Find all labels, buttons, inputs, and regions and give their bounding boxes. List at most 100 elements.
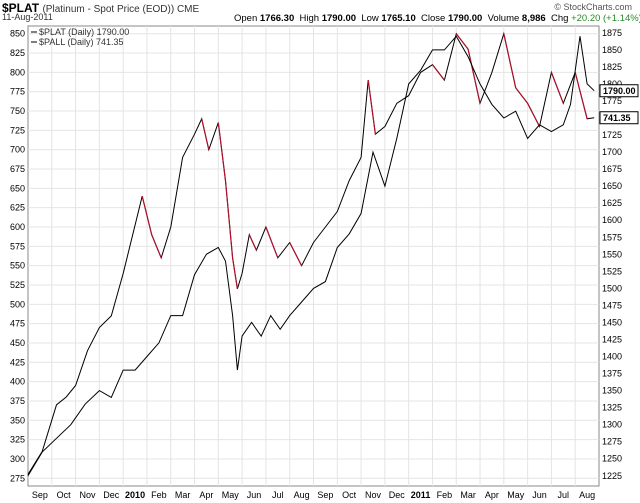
chg-value: +20.20 (+1.14%)	[571, 13, 640, 24]
x-tick-label: Jun	[247, 490, 262, 500]
series-down-segment	[151, 234, 162, 259]
left-tick-label: 500	[10, 299, 25, 309]
right-tick-label: 1800	[602, 79, 622, 89]
left-tick-label: 600	[10, 222, 25, 232]
right-tick-label: 1725	[602, 130, 622, 140]
series-down-segment	[248, 234, 257, 251]
left-tick-label: 825	[10, 48, 25, 58]
low-value: 1765.10	[381, 13, 416, 24]
right-tick-label: 1275	[602, 437, 622, 447]
open-value: 1766.30	[259, 13, 295, 24]
right-tick-label: 1550	[602, 249, 622, 259]
x-tick-label: 2011	[411, 490, 431, 500]
left-tick-label: 750	[10, 106, 25, 116]
left-tick-label: 450	[10, 338, 25, 348]
right-tick-label: 1625	[602, 198, 622, 208]
right-tick-label: 1650	[602, 181, 622, 191]
series-line-plat	[27, 35, 595, 477]
x-tick-label: Oct	[342, 490, 357, 500]
left-tick-label: 325	[10, 435, 25, 445]
x-tick-label: Jun	[532, 490, 547, 500]
series-down-segment	[224, 180, 234, 258]
quote-bar: Open 1766.30 High 1790.00 Low 1765.10 Cl…	[234, 13, 640, 24]
series-down-segment	[141, 195, 153, 235]
right-tick-label: 1500	[602, 283, 622, 293]
close-value: 1790.00	[447, 13, 483, 24]
x-tick-label: 2010	[125, 490, 145, 500]
x-tick-label: Jul	[272, 490, 284, 500]
x-tick-label: Apr	[199, 490, 213, 500]
chart-title: $PLAT (Platinum - Spot Price (EOD)) CME	[2, 1, 199, 15]
right-tick-label: 1875	[602, 28, 622, 38]
chart-date: 11-Aug-2011	[2, 12, 53, 22]
legend-entry: $PLAT (Daily) 1790.00	[39, 27, 129, 37]
right-tick-label: 1825	[602, 62, 622, 72]
right-tick-label: 1775	[602, 96, 622, 106]
series-down-segment	[217, 122, 227, 181]
right-tick-label: 1300	[602, 420, 622, 430]
legend-entry: $PALL (Daily) 741.35	[39, 37, 124, 47]
right-tick-label: 1475	[602, 300, 622, 310]
series-down-segment	[503, 33, 517, 88]
left-tick-label: 725	[10, 125, 25, 135]
left-tick-label: 375	[10, 396, 25, 406]
x-tick-label: May	[507, 490, 525, 500]
left-tick-label: 475	[10, 319, 25, 329]
x-tick-label: Feb	[437, 490, 453, 500]
low-label: Low	[361, 13, 379, 24]
series-down-segment	[574, 72, 588, 119]
left-tick-label: 400	[10, 377, 25, 387]
series-down-segment	[232, 257, 238, 289]
high-label: High	[299, 13, 320, 24]
left-tick-label: 350	[10, 415, 25, 425]
symbol-label: $PLAT	[2, 1, 40, 15]
left-tick-label: 425	[10, 357, 25, 367]
left-tick-label: 800	[10, 67, 25, 77]
last-value-badges: 1790.00 741.35	[599, 84, 639, 125]
left-tick-label: 575	[10, 241, 25, 251]
grid	[28, 26, 599, 486]
x-tick-label: Sep	[317, 490, 333, 500]
right-tick-label: 1850	[602, 45, 622, 55]
x-tick-label: Apr	[485, 490, 499, 500]
series-down-segment	[265, 226, 279, 259]
x-tick-label: Aug	[579, 490, 595, 500]
right-tick-label: 1375	[602, 369, 622, 379]
left-axis-ticks: 275 300 325 350 375 400 425 450 475 500 525 550 575 6…	[10, 29, 25, 484]
right-tick-label: 1350	[602, 386, 622, 396]
series-down-segment	[550, 72, 564, 104]
right-tick-label: 1225	[602, 471, 622, 481]
right-tick-label: 1525	[602, 266, 622, 276]
x-tick-label: Feb	[151, 490, 167, 500]
volume-label: Volume	[487, 13, 520, 24]
x-tick-label: Oct	[57, 490, 72, 500]
open-label: Open	[234, 13, 258, 24]
right-tick-label: 1400	[602, 352, 622, 362]
legend: $PLAT (Daily) 1790.00$PALL (Daily) 741.3…	[31, 27, 129, 47]
series-down-segment	[455, 33, 469, 50]
x-tick-label: Dec	[389, 490, 406, 500]
left-tick-label: 300	[10, 454, 25, 464]
series-down-segment	[289, 242, 303, 266]
right-tick-label: 1425	[602, 334, 622, 344]
x-tick-label: Nov	[79, 490, 96, 500]
left-tick-label: 550	[10, 261, 25, 271]
x-tick-label: Sep	[32, 490, 48, 500]
x-tick-label: Mar	[460, 490, 476, 500]
series-down-segment	[467, 49, 481, 104]
left-tick-label: 275	[10, 473, 25, 483]
series-down-segment	[367, 80, 376, 135]
series-down-segment	[201, 118, 210, 150]
x-tick-label: Jul	[558, 490, 570, 500]
high-value: 1790.00	[321, 13, 357, 24]
x-tick-label: Nov	[365, 490, 382, 500]
x-tick-label: Dec	[103, 490, 120, 500]
series-down-segment	[515, 87, 529, 104]
right-tick-label: 1450	[602, 317, 622, 327]
series-lines	[27, 31, 595, 477]
right-tick-label: 1700	[602, 147, 622, 157]
right-tick-label: 1250	[602, 454, 622, 464]
volume-value: 8,986	[521, 13, 546, 24]
left-tick-label: 850	[10, 29, 25, 39]
